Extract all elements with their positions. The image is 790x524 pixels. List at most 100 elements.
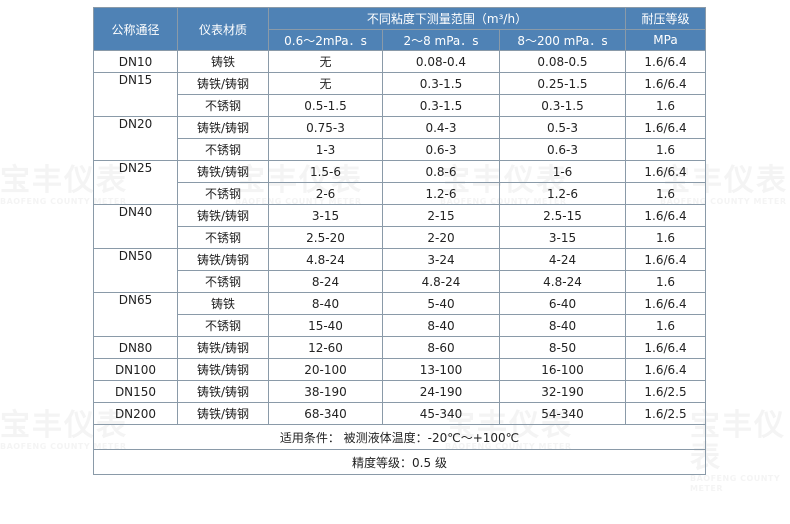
range-cell: 8-60 (382, 336, 500, 359)
pressure-cell: 1.6 (625, 226, 706, 249)
material-cell: 铸铁/铸钢 (177, 72, 269, 95)
range-cell: 32-190 (499, 380, 626, 403)
material-cell: 铸铁/铸钢 (177, 358, 269, 381)
range-cell: 无 (268, 50, 383, 73)
pressure-cell: 1.6/2.5 (625, 380, 706, 403)
range-cell: 4.8-24 (499, 270, 626, 293)
dn-cell: DN40 (93, 204, 178, 249)
range-cell: 4.8-24 (268, 248, 383, 271)
flowmeter-spec-table: 公称通径 仪表材质 不同粘度下测量范围（m³/h） 耐压等级 0.6～2mPa．… (93, 7, 706, 475)
table-row: 不锈钢 1-3 0.6-3 0.6-3 1.6 (94, 138, 706, 161)
range-cell: 20-100 (268, 358, 383, 381)
pressure-cell: 1.6/6.4 (625, 116, 706, 139)
range-cell: 15-40 (268, 314, 383, 337)
range-cell: 2.5-15 (499, 204, 626, 227)
table-row: DN40 铸铁/铸钢 3-15 2-15 2.5-15 1.6/6.4 (93, 204, 706, 249)
range-cell: 45-340 (382, 402, 500, 425)
table-row: DN200 铸铁/铸钢 68-340 45-340 54-340 1.6/2.5 (93, 402, 706, 425)
pressure-cell: 1.6 (625, 94, 706, 117)
range-cell: 8-40 (499, 314, 626, 337)
material-cell: 铸铁/铸钢 (177, 248, 269, 271)
pressure-cell: 1.6 (625, 138, 706, 161)
pressure-cell: 1.6/6.4 (625, 336, 706, 359)
table-row: DN25 铸铁/铸钢 1.5-6 0.8-6 1-6 1.6/6.4 (93, 160, 706, 205)
dn-cell: DN200 (93, 402, 178, 425)
table-row: DN80 铸铁/铸钢 12-60 8-60 8-50 1.6/6.4 (93, 336, 706, 359)
pressure-cell: 1.6/6.4 (625, 50, 706, 73)
table-body: DN10 铸铁 无 0.08-0.4 0.08-0.5 1.6/6.4 DN15… (93, 50, 706, 475)
table-row: 不锈钢 15-40 8-40 8-40 1.6 (94, 314, 706, 337)
table-row: DN100 铸铁/铸钢 20-100 13-100 16-100 1.6/6.4 (93, 358, 706, 381)
pressure-cell: 1.6/2.5 (625, 402, 706, 425)
header-material: 仪表材质 (177, 7, 269, 51)
range-cell: 0.3-1.5 (382, 94, 500, 117)
range-cell: 6-40 (499, 292, 626, 315)
material-cell: 铸铁/铸钢 (177, 204, 269, 227)
pressure-cell: 1.6 (625, 314, 706, 337)
material-cell: 不锈钢 (177, 226, 269, 249)
header-pressure-unit: MPa (625, 29, 706, 51)
range-cell: 54-340 (499, 402, 626, 425)
dn-cell: DN65 (93, 292, 178, 337)
range-cell: 68-340 (268, 402, 383, 425)
range-cell: 0.3-1.5 (382, 72, 500, 95)
table-row: 不锈钢 2-6 1.2-6 1.2-6 1.6 (94, 182, 706, 205)
pressure-cell: 1.6 (625, 182, 706, 205)
range-cell: 0.6-3 (499, 138, 626, 161)
range-cell: 1.5-6 (268, 160, 383, 183)
range-cell: 8-24 (268, 270, 383, 293)
table-row: 不锈钢 0.5-1.5 0.3-1.5 0.3-1.5 1.6 (94, 94, 706, 117)
range-cell: 0.8-6 (382, 160, 500, 183)
range-cell: 0.5-1.5 (268, 94, 383, 117)
range-cell: 3-15 (499, 226, 626, 249)
range-cell: 5-40 (382, 292, 500, 315)
range-cell: 2.5-20 (268, 226, 383, 249)
header-flow-range: 不同粘度下测量范围（m³/h） (268, 7, 626, 30)
material-cell: 铸铁/铸钢 (177, 160, 269, 183)
range-cell: 38-190 (268, 380, 383, 403)
pressure-cell: 1.6/6.4 (625, 292, 706, 315)
range-cell: 3-15 (268, 204, 383, 227)
header-viscosity-col: 8～200 mPa．s (499, 29, 626, 51)
material-cell: 不锈钢 (177, 94, 269, 117)
accuracy-grade-note: 精度等级：0.5 级 (93, 449, 706, 475)
material-cell: 不锈钢 (177, 182, 269, 205)
range-cell: 无 (268, 72, 383, 95)
pressure-cell: 1.6/6.4 (625, 72, 706, 95)
dn-cell: DN20 (93, 116, 178, 161)
range-cell: 0.6-3 (382, 138, 500, 161)
range-cell: 3-24 (382, 248, 500, 271)
material-cell: 不锈钢 (177, 138, 269, 161)
range-cell: 0.08-0.5 (499, 50, 626, 73)
note-row: 适用条件： 被测液体温度：-20℃～+100℃ (93, 424, 706, 450)
header-nominal-diameter: 公称通径 (93, 7, 178, 51)
material-cell: 铸铁 (177, 50, 269, 73)
table-row: DN150 铸铁/铸钢 38-190 24-190 32-190 1.6/2.5 (93, 380, 706, 403)
range-cell: 16-100 (499, 358, 626, 381)
header-viscosity-col: 0.6～2mPa．s (268, 29, 383, 51)
table-row: DN15 铸铁/铸钢 无 0.3-1.5 0.25-1.5 1.6/6.4 (93, 72, 706, 117)
range-cell: 0.75-3 (268, 116, 383, 139)
table-row: DN20 铸铁/铸钢 0.75-3 0.4-3 0.5-3 1.6/6.4 (93, 116, 706, 161)
pressure-cell: 1.6/6.4 (625, 204, 706, 227)
range-cell: 1-6 (499, 160, 626, 183)
range-cell: 8-40 (268, 292, 383, 315)
dn-cell: DN10 (93, 50, 178, 73)
range-cell: 13-100 (382, 358, 500, 381)
operating-conditions-note: 适用条件： 被测液体温度：-20℃～+100℃ (93, 424, 706, 450)
header-viscosity-col: 2～8 mPa．s (382, 29, 500, 51)
dn-cell: DN25 (93, 160, 178, 205)
range-cell: 8-40 (382, 314, 500, 337)
range-cell: 0.25-1.5 (499, 72, 626, 95)
dn-cell: DN15 (93, 72, 178, 117)
header-pressure: 耐压等级 (625, 7, 706, 30)
material-cell: 铸铁/铸钢 (177, 402, 269, 425)
dn-cell: DN80 (93, 336, 178, 359)
range-cell: 2-6 (268, 182, 383, 205)
range-cell: 2-15 (382, 204, 500, 227)
range-cell: 4.8-24 (382, 270, 500, 293)
material-cell: 铸铁/铸钢 (177, 380, 269, 403)
range-cell: 0.4-3 (382, 116, 500, 139)
range-cell: 8-50 (499, 336, 626, 359)
range-cell: 1.2-6 (499, 182, 626, 205)
